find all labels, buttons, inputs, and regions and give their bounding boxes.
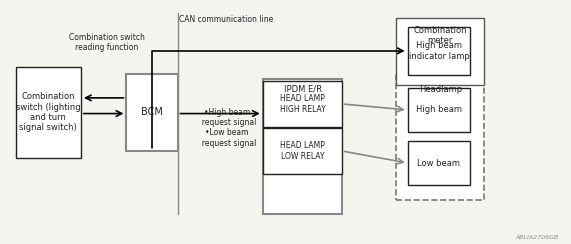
Text: Headlamp: Headlamp [419, 85, 462, 94]
FancyBboxPatch shape [263, 79, 343, 214]
Text: •High beam
  request signal
•Low beam
  request signal: •High beam request signal •Low beam requ… [198, 108, 257, 148]
Text: Combination switch
reading function: Combination switch reading function [69, 33, 144, 52]
Text: Combination
switch (lighting
and turn
signal switch): Combination switch (lighting and turn si… [16, 92, 81, 132]
FancyBboxPatch shape [263, 81, 342, 127]
FancyBboxPatch shape [396, 18, 484, 85]
Text: ABLIA2706GB: ABLIA2706GB [515, 235, 558, 240]
FancyBboxPatch shape [408, 27, 470, 75]
FancyBboxPatch shape [126, 74, 178, 151]
Text: IPDM E/R: IPDM E/R [284, 85, 321, 94]
FancyBboxPatch shape [408, 141, 470, 185]
Text: Low beam: Low beam [417, 159, 460, 168]
Text: High beam: High beam [416, 105, 462, 114]
FancyBboxPatch shape [396, 75, 484, 200]
FancyBboxPatch shape [408, 88, 470, 132]
Text: CAN communication line: CAN communication line [179, 15, 273, 24]
FancyBboxPatch shape [263, 128, 342, 174]
Text: Combination
meter: Combination meter [413, 26, 467, 45]
FancyBboxPatch shape [15, 67, 81, 158]
Text: BCM: BCM [141, 107, 163, 117]
Text: High beam
indicator lamp: High beam indicator lamp [408, 41, 469, 61]
Text: HEAD LAMP
HIGH RELAY: HEAD LAMP HIGH RELAY [280, 94, 325, 114]
Text: HEAD LAMP
LOW RELAY: HEAD LAMP LOW RELAY [280, 141, 325, 161]
